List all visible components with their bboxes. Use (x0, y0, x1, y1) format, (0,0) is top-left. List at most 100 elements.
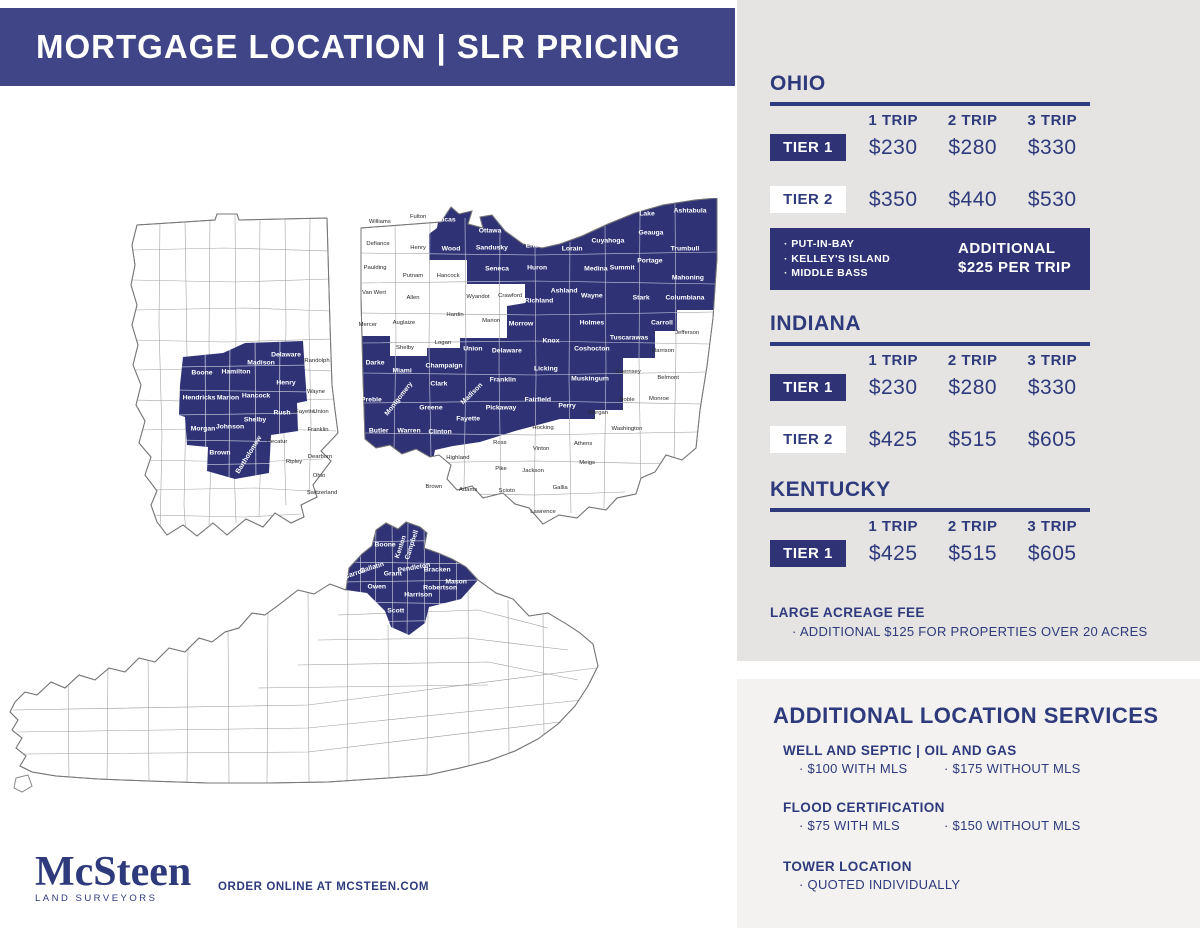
county-label-stark: Stark (632, 294, 650, 302)
county-label-morgan: Morgan (190, 425, 216, 433)
logo-subtitle: LAND SURVEYORS (35, 893, 158, 904)
pricing-panel: OHIO 1 TRIP 2 TRIP 3 TRIP TIER 1 $230 $2… (737, 0, 1200, 661)
section-underline (770, 508, 1090, 512)
islands-fee-line1: ADDITIONAL (958, 240, 1056, 257)
kentucky-county-grid (12, 581, 597, 783)
pricing-section-kentucky: KENTUCKY 1 TRIP 2 TRIP 3 TRIP TIER 1 $42… (770, 478, 1092, 582)
county-label-boone: Boone (374, 541, 396, 549)
county-label-kenton: Kenton (394, 534, 409, 560)
kentucky-border (9, 521, 599, 784)
service-option: · $75 WITH MLS (799, 818, 900, 833)
tier-2-row: TIER 2 $425 $515 $605 (770, 426, 1092, 453)
county-label-lake: Lake (639, 210, 655, 218)
islands-note-box: · PUT-IN-BAY · KELLEY'S ISLAND · MIDDLE … (770, 228, 1090, 290)
additional-services-panel: ADDITIONAL LOCATION SERVICES WELL AND SE… (737, 679, 1200, 928)
additional-services-title: ADDITIONAL LOCATION SERVICES (773, 703, 1159, 728)
large-acreage-title: LARGE ACREAGE FEE (770, 605, 925, 620)
col-3-trip: 3 TRIP (1027, 518, 1078, 535)
county-label-clark: Clark (430, 380, 448, 388)
trip-header-row: 1 TRIP 2 TRIP 3 TRIP (770, 518, 1092, 535)
county-label-union: Union (463, 345, 483, 353)
county-label-harrison: Harrison (404, 591, 433, 599)
county-label-champaign: Champaign (425, 362, 463, 370)
price-cell: $515 (948, 427, 998, 451)
county-label-campbell: Campbell (403, 529, 420, 561)
col-2-trip: 2 TRIP (947, 352, 998, 369)
indiana-highlight-region (179, 341, 307, 479)
county-label-ottawa: Ottawa (478, 227, 502, 235)
service-flood-certification: FLOOD CERTIFICATION · $75 WITH MLS · $15… (783, 800, 1081, 833)
county-label-fairfield: Fairfield (524, 396, 552, 404)
county-label-clinton: Clinton (428, 428, 452, 436)
service-option: · $100 WITH MLS (799, 761, 908, 776)
price-cell: $530 (1027, 187, 1077, 211)
service-option: · QUOTED INDIVIDUALLY (799, 877, 961, 892)
county-label-hancock: Hancock (241, 392, 271, 400)
kentucky-highlight-labels: Boone Kenton Campbell Gallatin Carroll Grant P… (8, 520, 600, 810)
col-3-trip: 3 TRIP (1027, 112, 1078, 129)
map-indiana: Randolph Wayne Fayette Union Franklin Decatur… (105, 205, 355, 565)
island-item: · PUT-IN-BAY (784, 238, 855, 250)
county-label-madison: Madison (459, 381, 485, 407)
large-acreage-detail: · ADDITIONAL $125 FOR PROPERTIES OVER 20… (792, 624, 1148, 639)
kentucky-highlight-region (346, 522, 478, 635)
service-option: · $175 WITHOUT MLS (944, 761, 1081, 776)
county-label-perry: Perry (558, 402, 576, 410)
county-label-madison: Madison (247, 359, 275, 367)
county-label-hendricks: Hendricks (182, 394, 216, 402)
county-label-boone: Boone (191, 369, 213, 377)
price-cell: $425 (868, 541, 918, 565)
county-label-montgomery: Montgomery (383, 380, 415, 418)
county-label-clermont: Clermont (398, 451, 422, 481)
tier-2-row: TIER 2 $350 $440 $530 (770, 186, 1092, 213)
section-underline (770, 102, 1090, 106)
service-tower-location: TOWER LOCATION · QUOTED INDIVIDUALLY (783, 859, 960, 892)
county-label-hamilton: Hamilton (221, 368, 251, 376)
ohio-highlight-region (361, 198, 717, 508)
indiana-highlight-labels: Boone Hamilton Madison Delaware Henry Hendric… (105, 205, 355, 565)
county-label-sandusky: Sandusky (475, 244, 508, 252)
county-label-mahoning: Mahoning (671, 274, 704, 282)
section-title-ohio: OHIO (770, 72, 826, 95)
price-cell: $330 (1027, 135, 1077, 159)
county-label-erie: Erie (525, 242, 539, 250)
logo-wordmark: McSteen (35, 849, 192, 895)
price-cell: $280 (948, 135, 998, 159)
service-name: TOWER LOCATION (783, 859, 912, 874)
county-label-trumbull: Trumbull (670, 245, 700, 253)
county-label-scott: Scott (387, 607, 405, 615)
price-cell: $425 (868, 427, 918, 451)
mcsteen-logo: McSteen LAND SURVEYORS (35, 849, 192, 904)
county-label-henry: Henry (276, 379, 296, 387)
county-label-miami: Miami (392, 367, 412, 375)
county-label-columbiana: Columbiana (665, 294, 705, 302)
county-label-mason: Mason (445, 578, 467, 586)
county-label-richland: Richland (524, 297, 554, 305)
county-label-portage: Portage (637, 257, 663, 265)
county-label-robertson: Robertson (423, 584, 458, 592)
page-title: MORTGAGE LOCATION | SLR PRICING (36, 28, 681, 65)
price-cell: $280 (948, 375, 998, 399)
islands-fee-line2: $225 PER TRIP (958, 259, 1072, 276)
county-label-johnson: Johnson (215, 423, 245, 431)
kentucky-bend-island (13, 774, 33, 793)
indiana-border (130, 213, 339, 537)
county-label-carroll: Carroll (650, 319, 673, 327)
county-label-preble: Preble (361, 396, 382, 404)
tier-1-badge: TIER 1 (770, 374, 846, 401)
service-name: FLOOD CERTIFICATION (783, 800, 945, 815)
county-label-delaware: Delaware (491, 347, 522, 355)
trip-header-row: 1 TRIP 2 TRIP 3 TRIP (770, 112, 1092, 129)
section-underline (770, 342, 1090, 346)
ohio-highlight-labels: Lucas Ottawa Wood Sandusky Erie Lorain Cuyahog… (355, 198, 720, 525)
tier-2-badge: TIER 2 (770, 426, 846, 453)
price-cell: $350 (868, 187, 918, 211)
county-label-franklin: Franklin (489, 376, 517, 384)
county-label-brown: Brown (209, 449, 231, 457)
price-cell: $230 (868, 135, 918, 159)
price-cell: $605 (1027, 541, 1077, 565)
tier-1-row: TIER 1 $230 $280 $330 (770, 134, 1092, 161)
tier-1-badge: TIER 1 (770, 134, 846, 161)
county-label-pickaway: Pickaway (485, 404, 517, 412)
county-label-carroll: Carroll (343, 567, 367, 581)
